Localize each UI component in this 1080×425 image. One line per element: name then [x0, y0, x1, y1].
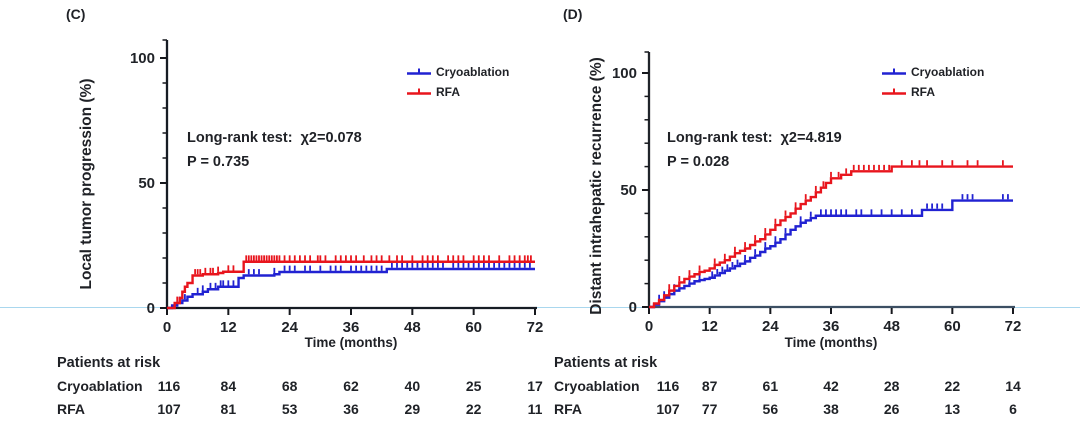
- panel-c-legend-rfa: RFA: [406, 86, 460, 98]
- svg-text:12: 12: [701, 318, 718, 335]
- svg-text:87: 87: [702, 378, 718, 394]
- panel-d-stats-line2: P = 0.028: [667, 154, 730, 170]
- svg-text:38: 38: [823, 401, 839, 417]
- svg-text:72: 72: [527, 319, 544, 336]
- svg-text:14: 14: [1005, 378, 1021, 394]
- panel-c-x-axis-label: Time (months): [304, 335, 398, 350]
- svg-text:100: 100: [612, 65, 637, 82]
- svg-text:60: 60: [944, 318, 961, 335]
- svg-text:50: 50: [138, 175, 155, 192]
- svg-text:100: 100: [130, 50, 155, 67]
- rfa-line-icon: [882, 88, 906, 95]
- svg-text:36: 36: [343, 401, 359, 417]
- svg-text:48: 48: [883, 318, 900, 335]
- svg-text:68: 68: [282, 378, 298, 394]
- panel-d-at-risk-title: Patients at risk: [554, 355, 658, 371]
- svg-text:17: 17: [527, 378, 543, 394]
- legend-rfa-label: RFA: [911, 85, 935, 99]
- legend-cryoablation-label: Cryoablation: [911, 65, 985, 79]
- panel-c-at-risk-title: Patients at risk: [57, 355, 161, 371]
- panel-c-tag: (C): [66, 6, 86, 22]
- legend-rfa-label: RFA: [436, 85, 460, 99]
- svg-text:84: 84: [221, 378, 237, 394]
- panel-d-x-axis-label: Time (months): [784, 335, 878, 350]
- svg-text:25: 25: [466, 378, 482, 394]
- panel-d-stats-line1: Long-rank test: χ2=4.819: [667, 130, 842, 146]
- svg-text:0: 0: [163, 319, 171, 336]
- svg-text:81: 81: [221, 401, 237, 417]
- panel-d-y-axis-label: Distant intrahepatic recurrence (%): [588, 57, 605, 315]
- svg-text:0: 0: [645, 318, 653, 335]
- cryoablation-line-icon: [407, 68, 431, 75]
- svg-text:62: 62: [343, 378, 359, 394]
- panel-d-at-risk-row-rfa-label: RFA: [554, 401, 582, 417]
- svg-text:77: 77: [702, 401, 718, 417]
- svg-text:56: 56: [763, 401, 779, 417]
- svg-text:36: 36: [823, 318, 840, 335]
- svg-text:13: 13: [945, 401, 961, 417]
- svg-text:107: 107: [656, 401, 680, 417]
- cryoablation-line-icon: [882, 68, 906, 75]
- zero-baseline-line: [0, 307, 1080, 309]
- svg-text:61: 61: [763, 378, 779, 394]
- svg-text:53: 53: [282, 401, 298, 417]
- svg-text:28: 28: [884, 378, 900, 394]
- panel-c-stats-line1: Long-rank test: χ2=0.078: [187, 130, 362, 146]
- svg-text:116: 116: [158, 378, 181, 394]
- svg-text:24: 24: [281, 319, 298, 336]
- svg-text:11: 11: [528, 401, 543, 417]
- panel-c-at-risk-row-cryoablation-label: Cryoablation: [57, 378, 143, 394]
- svg-text:72: 72: [1005, 318, 1022, 335]
- svg-text:116: 116: [657, 378, 680, 394]
- panel-c-at-risk-row-rfa-label: RFA: [57, 401, 85, 417]
- panel-d-legend-cryoablation: Cryoablation: [881, 66, 984, 78]
- svg-text:26: 26: [884, 401, 900, 417]
- panel-c-stats-line2: P = 0.735: [187, 154, 250, 170]
- svg-text:6: 6: [1009, 401, 1017, 417]
- svg-text:22: 22: [466, 401, 482, 417]
- rfa-line-icon: [407, 88, 431, 95]
- svg-text:29: 29: [405, 401, 421, 417]
- svg-text:0: 0: [629, 299, 637, 316]
- svg-text:12: 12: [220, 319, 237, 336]
- svg-text:60: 60: [465, 319, 482, 336]
- panel-d-legend-rfa: RFA: [881, 86, 935, 98]
- svg-text:0: 0: [147, 300, 155, 317]
- panel-d-at-risk-row-cryoablation-label: Cryoablation: [554, 378, 640, 394]
- legend-cryoablation-label: Cryoablation: [436, 65, 510, 79]
- svg-text:107: 107: [157, 401, 181, 417]
- svg-text:42: 42: [823, 378, 839, 394]
- svg-text:24: 24: [762, 318, 779, 335]
- svg-text:50: 50: [620, 182, 637, 199]
- panel-d-tag: (D): [563, 6, 583, 22]
- panel-c-y-axis-label: Local tumor progression (%): [78, 78, 95, 290]
- panel-c-legend-cryoablation: Cryoablation: [406, 66, 509, 78]
- svg-text:22: 22: [945, 378, 961, 394]
- svg-text:40: 40: [405, 378, 421, 394]
- svg-text:36: 36: [343, 319, 360, 336]
- svg-text:48: 48: [404, 319, 421, 336]
